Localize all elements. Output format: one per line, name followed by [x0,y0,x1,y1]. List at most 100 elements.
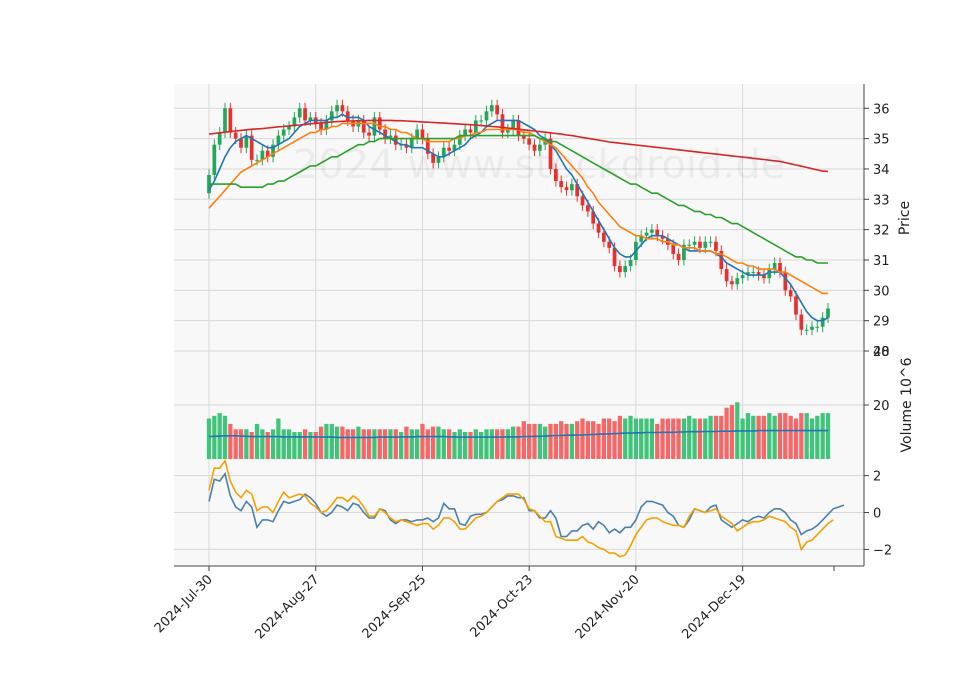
candle-body [820,317,825,327]
candle-body [639,235,644,242]
volume-bar [468,432,473,459]
volume-bar [681,418,687,459]
x-tick-label: 2024-Oct-23 [468,572,536,640]
volume-bar [388,429,393,459]
candle-body [233,132,238,139]
candle-body [580,196,585,206]
volume-bar [804,413,809,459]
price-tick-label: 32 [873,224,890,239]
candle-body [815,326,820,328]
volume-bar [479,432,484,459]
candle-body [255,159,259,161]
candle-body [361,120,366,133]
volume-bar [324,423,329,459]
volume-bar [441,429,446,459]
volume-bar [559,421,564,459]
volume-bar [350,429,356,459]
volume-bar [356,426,361,459]
candle-body [271,144,275,157]
candle-body [569,184,574,191]
oscillator-panel [208,458,845,558]
candle-body [329,111,334,121]
candle-body [746,272,750,276]
candle-body [553,168,558,182]
candle-body [607,241,612,248]
price-tick-label: 28 [873,345,890,360]
volume-bar [756,415,761,459]
volume-bar [430,426,436,459]
candle-body [249,135,254,160]
volume-bar [265,432,270,459]
candle-body [810,326,814,330]
volume-bar [601,418,607,459]
candle-body [260,150,265,160]
volume-bar [361,429,366,459]
volume-bar [334,426,340,459]
candle-body [623,266,628,273]
candle-body [228,108,233,133]
x-tick-label: 2024-Aug-27 [252,572,322,642]
candle-body [644,232,649,236]
candle-body [527,138,532,145]
candle-body [618,266,622,273]
candle-body [682,244,686,260]
volume-bar [772,415,777,459]
candle-body [415,129,419,139]
volume-bar [809,418,815,459]
volume-bar [409,429,414,459]
price-tick-label: 33 [873,193,890,208]
candle-body [388,135,393,139]
ma-long-line [209,134,828,264]
candle-body [826,308,830,318]
volume-bar [623,418,628,459]
candle-body [772,263,777,270]
price-tick-label: 36 [873,102,890,117]
volume-bar [414,429,420,459]
candle-body [217,132,222,145]
candle-body [281,129,286,136]
candle-body [740,275,745,279]
volume-bar [569,423,574,459]
candle-body [223,108,227,133]
volume-bar [548,423,553,459]
volume-bar [793,418,799,459]
candle-body [788,290,793,297]
candle-body [276,135,281,145]
candle-body [708,241,713,243]
candle-body [762,275,766,279]
oscillator-tick-label: −2 [873,543,892,558]
volume-bar [452,432,457,459]
volume-bar [436,426,441,459]
volume-bar [660,418,665,459]
candle-body [596,223,601,233]
volume-bar [254,423,260,459]
oscillator-tick-label: 0 [873,507,881,522]
candle-body [730,281,734,285]
volume-bar [676,418,681,459]
candle-body [724,269,729,282]
candle-body [751,272,756,274]
price-tick-label: 30 [873,284,890,299]
volume-bar [649,418,655,459]
volume-bar [281,429,286,459]
volume-bar [719,415,724,459]
volume-bar [372,429,377,459]
volume-bar [655,423,660,459]
candle-body [345,111,350,121]
volume-bar [527,423,532,459]
candle-body [783,272,788,291]
volume-bar [297,432,302,459]
candle-body [489,105,494,112]
candle-body [404,144,409,148]
volume-bar [516,426,521,459]
candle-body [532,144,537,151]
volume-bar [286,429,292,459]
candle-body [719,250,724,270]
volume-bar [596,423,601,459]
candle-body [409,138,414,148]
volume-bar [457,429,462,459]
volume-bar [260,429,265,459]
candle-body [383,129,387,139]
candle-body [436,156,441,163]
candle-body [468,129,473,133]
